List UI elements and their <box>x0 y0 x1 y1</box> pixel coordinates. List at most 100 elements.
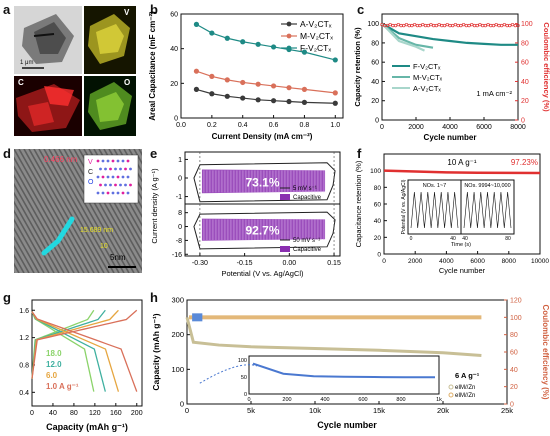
ce-point <box>516 23 520 28</box>
inset-x-tick: 40 <box>450 236 456 242</box>
lattice-atom <box>106 191 110 195</box>
eds-label-c: C <box>18 78 24 87</box>
ce-point <box>505 23 509 28</box>
legend-label: Capacitive <box>293 195 322 201</box>
x-tick-label: 2000 <box>408 124 424 131</box>
legend-marker <box>286 45 292 51</box>
eds-label-v: V <box>124 8 130 17</box>
chart-g: 0 40 80 120 160 200 0.4 0.8 1.2 1.6 18.0 12.0 6.0 1.0… <box>19 299 143 432</box>
legend-label: 1.0 A g⁻¹ <box>46 382 79 391</box>
x-tick-label: 0.15 <box>327 260 341 267</box>
capacitive-area <box>201 218 326 241</box>
data-point <box>270 98 277 104</box>
lattice-atom <box>106 159 110 163</box>
ce-point <box>437 22 441 27</box>
lattice-fringe <box>14 182 65 273</box>
legend-label: M-V₂CTₓ <box>413 73 443 82</box>
tick-label-10: 10 <box>100 243 108 250</box>
lattice-fringe <box>14 149 85 273</box>
lattice-fringe <box>38 149 110 273</box>
x-axis-label: Capacity (mAh g⁻¹) <box>46 422 128 432</box>
y-tick-label: 1.2 <box>19 335 29 342</box>
inset-x-tick: 1k <box>436 397 442 403</box>
legend-label: 12.0 <box>46 360 62 369</box>
y-tick-label: 60 <box>374 202 382 209</box>
y-tick-label: 0.8 <box>19 362 29 369</box>
data-point <box>270 83 277 89</box>
ce-point <box>464 23 468 28</box>
y2-tick-label: 60 <box>521 60 529 67</box>
x-tick-label: -0.15 <box>237 260 253 267</box>
x-tick-label: 40 <box>49 410 57 417</box>
eds-map-o: O <box>84 76 136 136</box>
y-tick-label: 0.4 <box>19 390 29 397</box>
ce-point <box>470 22 474 27</box>
lattice-atom <box>119 167 122 171</box>
ce-point <box>459 23 463 28</box>
ce-point <box>415 23 420 28</box>
lattice-atom <box>99 183 102 187</box>
data-point <box>224 35 230 41</box>
ce-point <box>475 23 479 28</box>
y-tick-label: 60 <box>170 12 178 19</box>
x-tick-label: 20k <box>437 406 449 415</box>
x-tick-label: 1.0 <box>330 122 340 129</box>
x-tick-label: 5k <box>247 406 255 415</box>
charge-curve <box>31 309 138 379</box>
atom-label-v: V <box>88 159 93 166</box>
x-tick-label: 10000 <box>531 258 549 265</box>
data-point <box>332 57 338 63</box>
x-tick-label: 0.4 <box>238 122 248 129</box>
ce-point <box>399 23 403 28</box>
ce-point <box>432 23 436 28</box>
lattice-atom <box>126 159 130 163</box>
chart-b: 0.0 0.2 0.4 0.6 0.8 1.0 0 20 40 60 A-V₂CTₓ M-V₂CTₓ F… <box>148 11 344 141</box>
lattice-atom <box>111 175 115 179</box>
lattice-fringe <box>43 149 115 273</box>
inset-y-label: Potential (V vs. Ag/AgCl) <box>401 179 407 234</box>
data-point <box>240 39 246 45</box>
x-tick-label: 4000 <box>442 124 458 131</box>
data-point <box>301 49 308 55</box>
lattice-fringe <box>14 218 45 273</box>
y2-tick-label: 0 <box>510 402 514 409</box>
y2-tick-label: 20 <box>510 384 518 391</box>
ce-point <box>510 22 515 27</box>
capacity-curve <box>185 316 482 357</box>
y-tick-label: 100 <box>367 21 379 28</box>
ce-point <box>393 23 398 28</box>
lattice-atom <box>129 183 132 187</box>
y2-tick-label: 40 <box>510 367 518 374</box>
x-tick-label: 0.00 <box>283 260 297 267</box>
ce-point <box>508 23 512 28</box>
x-tick-label: 0 <box>380 124 384 131</box>
ce-point <box>402 23 406 28</box>
y2-tick-label: 0 <box>521 118 525 125</box>
y-tick-label: 80 <box>371 40 379 47</box>
y-tick-label: 0 <box>178 176 182 183</box>
inset-x-tick: 600 <box>358 397 367 403</box>
tem-image-a: 1 μm <box>14 6 82 74</box>
x-tick-label: 6000 <box>476 124 492 131</box>
y-axis-label: Capacitance retention (%) <box>354 160 363 247</box>
lattice-fringe <box>53 149 125 273</box>
x-axis-label: Potential (V vs. Ag/AgCl) <box>221 269 304 278</box>
y-axis-label: Areal Capacitance (mF cm⁻²) <box>148 11 157 121</box>
y2-tick-label: 80 <box>521 40 529 47</box>
ce-point <box>412 22 417 27</box>
ce-point <box>453 22 458 27</box>
lattice-atom <box>116 191 120 195</box>
x-tick-label: 0 <box>185 406 189 415</box>
early-cycle-block <box>192 313 203 322</box>
y2-tick-label: 20 <box>521 98 529 105</box>
ce-point <box>461 22 466 27</box>
x-tick-label: 200 <box>131 410 143 417</box>
ce-point <box>429 22 433 27</box>
ce-point <box>426 23 430 28</box>
lattice-atom <box>121 175 125 179</box>
eds-c-graphic <box>14 76 82 136</box>
inset-curve <box>252 362 435 379</box>
series-line <box>196 88 336 104</box>
data-point <box>209 30 215 36</box>
ce-band <box>189 315 482 320</box>
